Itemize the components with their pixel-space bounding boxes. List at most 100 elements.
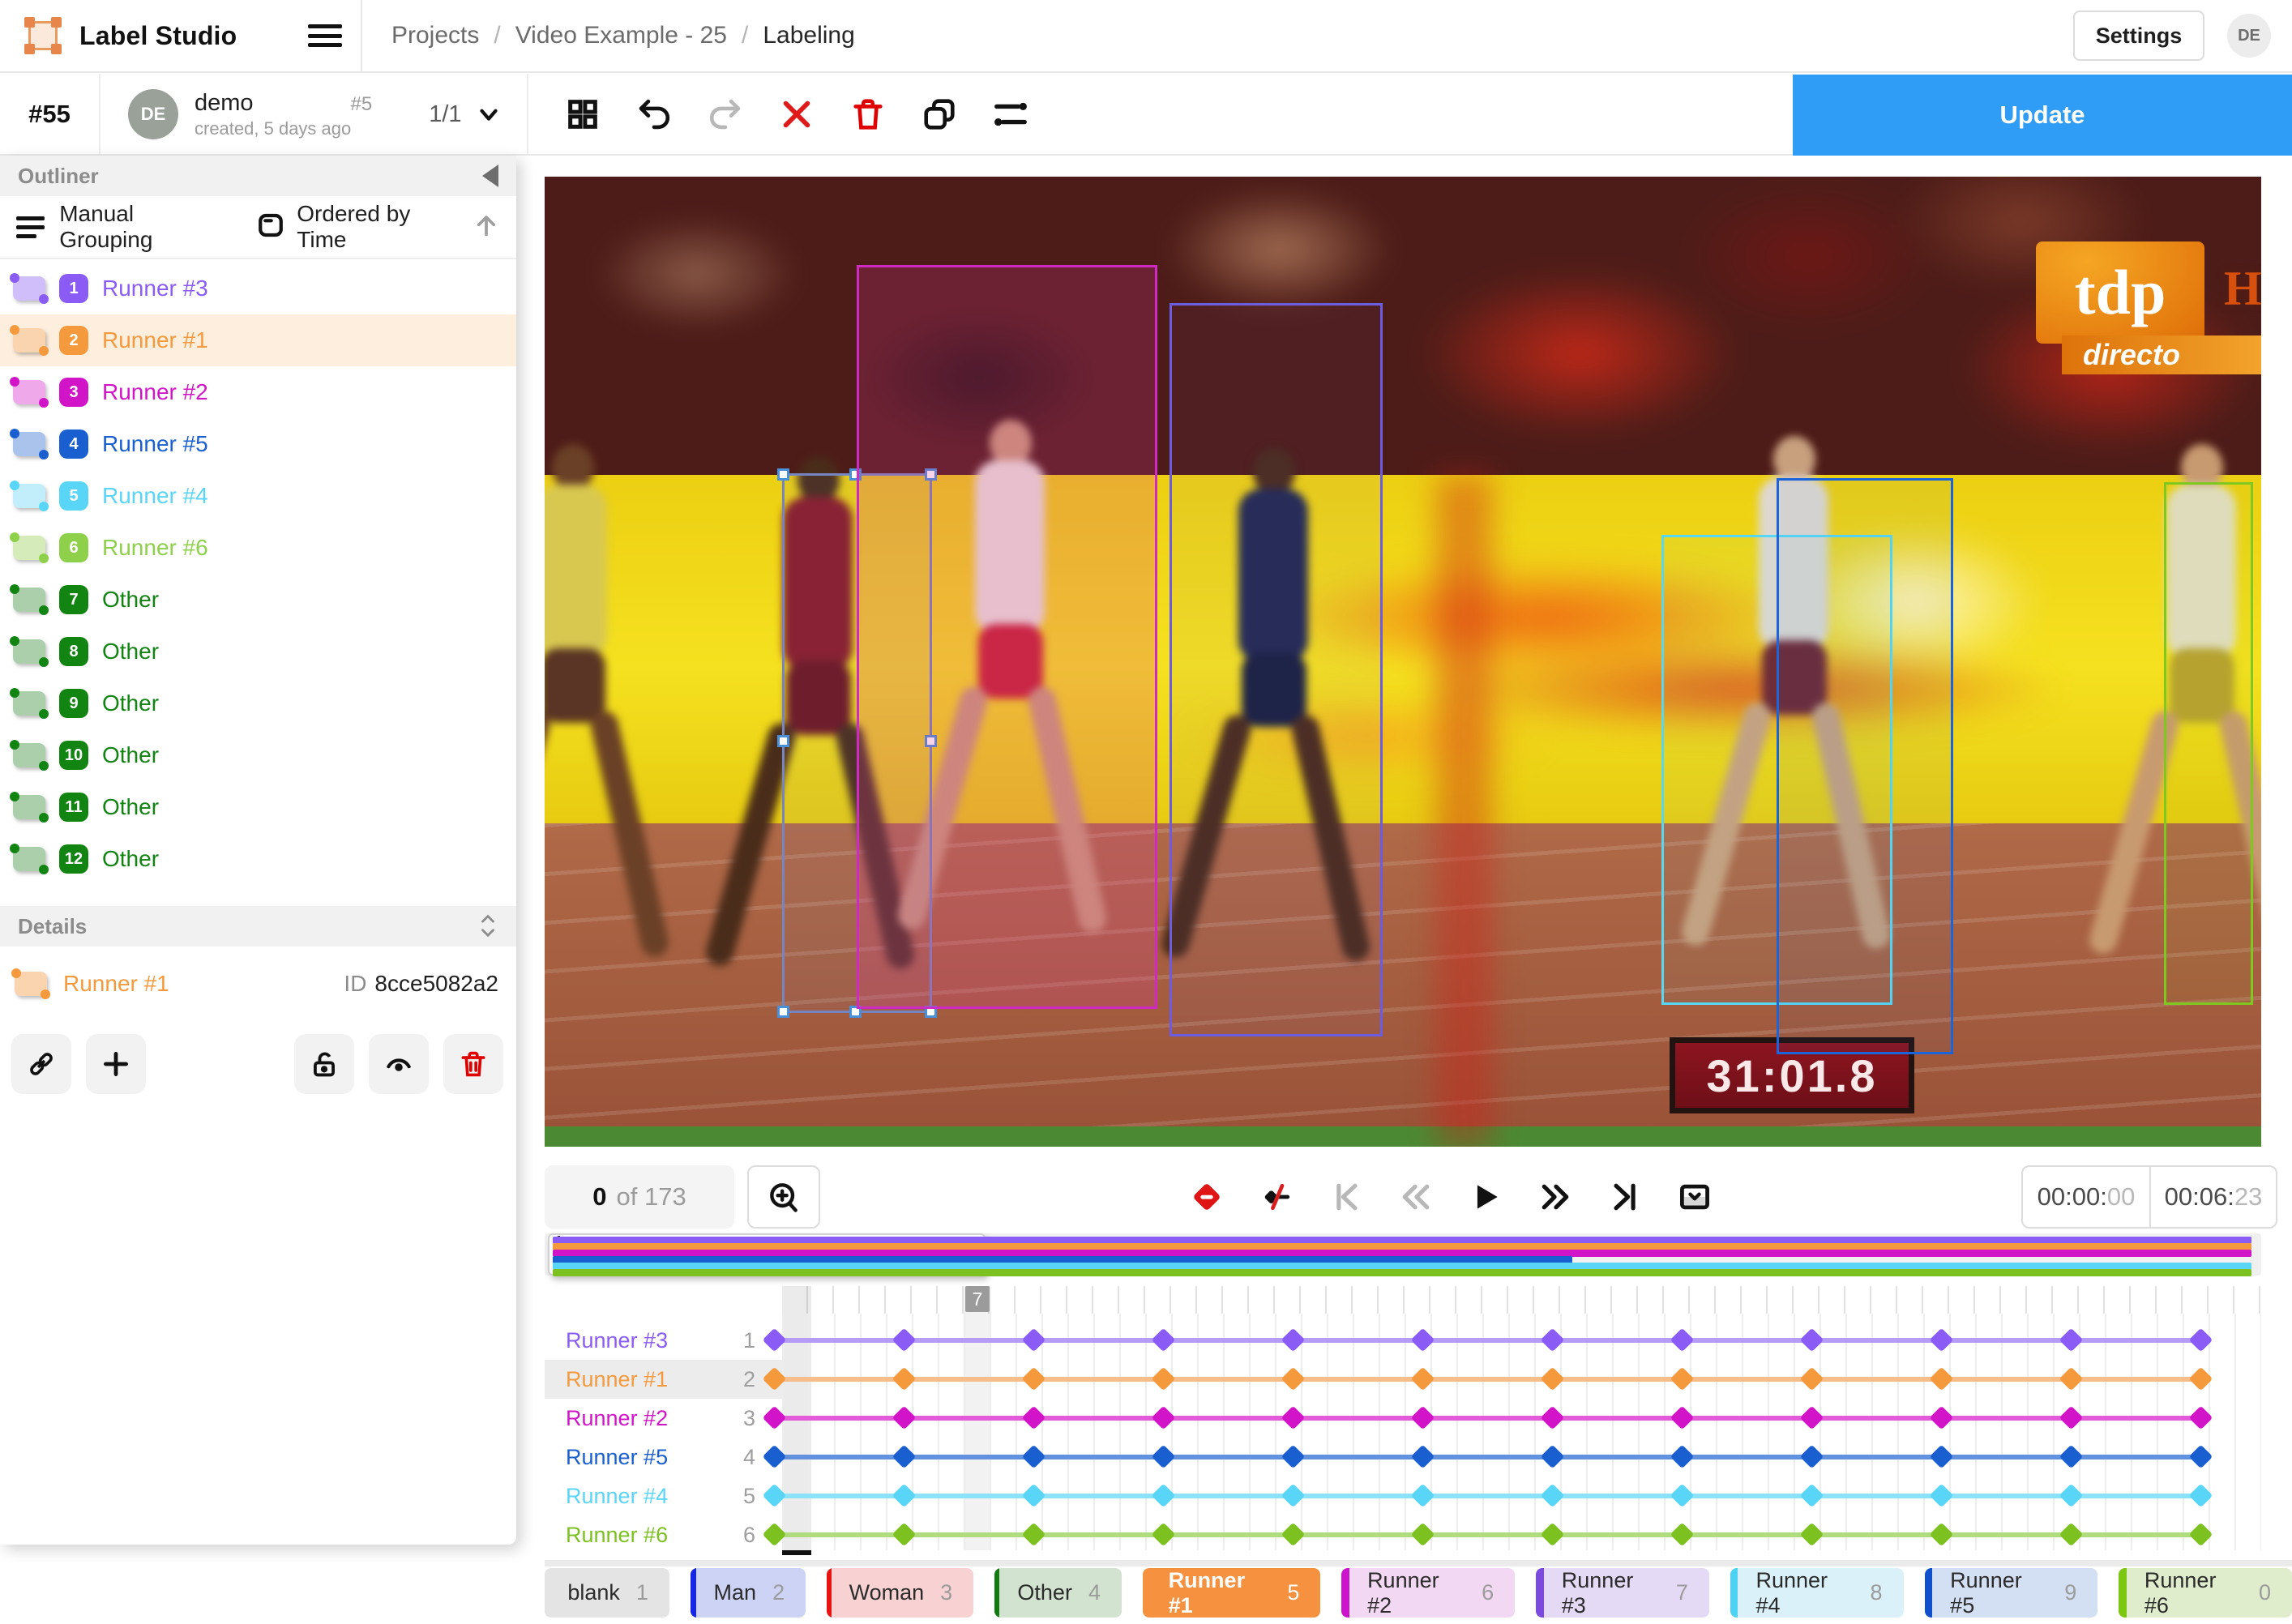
track-keyframes[interactable] <box>761 1321 2261 1360</box>
keyframe-diamond[interactable] <box>1021 1327 1046 1353</box>
keyframe-diamond[interactable] <box>1540 1366 1565 1391</box>
breadcrumb-project-name[interactable]: Video Example - 25 <box>515 22 727 49</box>
keyframe-diamond[interactable] <box>1929 1405 1954 1430</box>
chevron-down-icon[interactable] <box>475 100 502 128</box>
keyframe-diamond[interactable] <box>1021 1405 1046 1430</box>
keyframe-diamond[interactable] <box>1929 1366 1954 1391</box>
keyframe-diamond[interactable] <box>1021 1483 1046 1508</box>
keyframe-diamond[interactable] <box>1151 1327 1176 1353</box>
details-collapse-icon[interactable] <box>477 913 498 939</box>
frame-playhead-badge[interactable]: 7 <box>965 1286 990 1312</box>
keyframe-diamond[interactable] <box>762 1444 787 1469</box>
track-name[interactable]: Runner #3 <box>566 1327 669 1353</box>
settings-flow-icon[interactable] <box>987 91 1034 138</box>
bounding-box[interactable] <box>857 265 1157 1009</box>
update-button[interactable]: Update <box>1793 75 2292 156</box>
keyframe-diamond[interactable] <box>1670 1366 1695 1391</box>
label-chip[interactable]: Runner #6 0 <box>2119 1568 2292 1618</box>
keyframe-diamond[interactable] <box>1540 1444 1565 1469</box>
keyframe-diamond[interactable] <box>1151 1444 1176 1469</box>
skip-start-icon[interactable] <box>1324 1175 1368 1219</box>
label-chip[interactable]: Runner #1 5 <box>1142 1568 1321 1618</box>
keyframe-diamond[interactable] <box>762 1327 787 1353</box>
link-region-button[interactable] <box>11 1034 71 1094</box>
region-item[interactable]: 10 Other <box>0 729 516 781</box>
region-item[interactable]: 9 Other <box>0 677 516 729</box>
timeline-track-row[interactable]: Runner #2 3 <box>545 1399 2261 1438</box>
resize-handle[interactable] <box>925 735 937 747</box>
keyframe-diamond[interactable] <box>1410 1483 1435 1508</box>
keyframe-diamond[interactable] <box>1410 1366 1435 1391</box>
keyframe-diamond[interactable] <box>1540 1522 1565 1547</box>
keyframe-diamond[interactable] <box>2059 1444 2084 1469</box>
region-item[interactable]: 1 Runner #3 <box>0 263 516 314</box>
delete-region-icon[interactable] <box>773 91 820 138</box>
timeline-track-row[interactable]: Runner #6 6 <box>545 1515 2261 1554</box>
region-item[interactable]: 2 Runner #1 <box>0 314 516 366</box>
add-relation-button[interactable] <box>86 1034 146 1094</box>
user-avatar[interactable]: DE <box>2227 14 2271 58</box>
play-icon[interactable] <box>1464 1175 1507 1219</box>
timeline-track-row[interactable]: Runner #5 4 <box>545 1438 2261 1477</box>
keyframe-diamond[interactable] <box>2059 1366 2084 1391</box>
label-chip[interactable]: blank 1 <box>545 1568 669 1618</box>
keyframe-diamond[interactable] <box>1799 1327 1824 1353</box>
frame-ruler[interactable] <box>782 1286 2261 1314</box>
region-item[interactable]: 8 Other <box>0 626 516 677</box>
keyframe-diamond[interactable] <box>1021 1522 1046 1547</box>
video-canvas[interactable]: tdp HD directo 31:01.8 <box>545 177 2261 1147</box>
interpolation-delete-icon[interactable] <box>1185 1175 1229 1219</box>
track-name[interactable]: Runner #2 <box>566 1405 669 1430</box>
lock-region-button[interactable] <box>294 1034 354 1094</box>
breadcrumb-projects[interactable]: Projects <box>391 22 480 49</box>
grouping-icon[interactable] <box>16 216 45 238</box>
ordering-selector[interactable]: Ordered by Time <box>256 201 500 253</box>
keyframe-diamond[interactable] <box>1670 1444 1695 1469</box>
keyframe-diamond[interactable] <box>1281 1522 1306 1547</box>
undo-icon[interactable] <box>631 91 678 138</box>
region-item[interactable]: 7 Other <box>0 574 516 626</box>
keyframe-diamond[interactable] <box>1540 1327 1565 1353</box>
resize-handle[interactable] <box>777 735 789 747</box>
keyframe-diamond[interactable] <box>1151 1405 1176 1430</box>
delete-all-regions-icon[interactable] <box>845 91 892 138</box>
keyframe-diamond[interactable] <box>2188 1405 2213 1430</box>
resize-handle[interactable] <box>777 468 789 481</box>
track-name[interactable]: Runner #6 <box>566 1522 669 1547</box>
keyframe-diamond[interactable] <box>1929 1327 1954 1353</box>
hide-region-button[interactable] <box>369 1034 429 1094</box>
label-chip[interactable]: Runner #5 9 <box>1924 1568 2098 1618</box>
skip-end-icon[interactable] <box>1603 1175 1647 1219</box>
keyframe-diamond[interactable] <box>1540 1405 1565 1430</box>
frame-options-icon[interactable] <box>1673 1175 1717 1219</box>
keyframe-diamond[interactable] <box>1151 1366 1176 1391</box>
timeline-track-row[interactable]: Runner #4 5 <box>545 1477 2261 1515</box>
keyframe-diamond[interactable] <box>1799 1366 1824 1391</box>
keyframe-diamond[interactable] <box>892 1405 917 1430</box>
region-item[interactable]: 3 Runner #2 <box>0 366 516 418</box>
keyframe-diamond[interactable] <box>2188 1483 2213 1508</box>
keyframe-diamond[interactable] <box>1281 1405 1306 1430</box>
keyframe-diamond[interactable] <box>1410 1327 1435 1353</box>
keyframe-diamond[interactable] <box>2059 1405 2084 1430</box>
duplicate-icon[interactable] <box>916 91 963 138</box>
settings-button[interactable]: Settings <box>2073 11 2204 61</box>
keyframe-diamond[interactable] <box>1670 1327 1695 1353</box>
keyframe-diamond[interactable] <box>1410 1444 1435 1469</box>
keyframe-diamond[interactable] <box>2059 1327 2084 1353</box>
keyframe-diamond[interactable] <box>892 1522 917 1547</box>
resize-handle[interactable] <box>777 1006 789 1018</box>
keyframe-diamond[interactable] <box>1670 1405 1695 1430</box>
menu-icon[interactable] <box>303 19 347 52</box>
delete-region-button[interactable] <box>443 1034 503 1094</box>
keyframe-diamond[interactable] <box>1670 1483 1695 1508</box>
timeline-track-row[interactable]: Runner #1 2 <box>545 1360 2261 1399</box>
keyframe-diamond[interactable] <box>1929 1483 1954 1508</box>
bounding-box[interactable] <box>2164 482 2253 1005</box>
collapse-sidebar-icon[interactable] <box>482 165 498 187</box>
keyframe-diamond[interactable] <box>1929 1444 1954 1469</box>
keyframe-diamond[interactable] <box>2188 1366 2213 1391</box>
bounding-box[interactable] <box>1777 478 1953 1054</box>
resize-handle[interactable] <box>925 468 937 481</box>
region-item[interactable]: 5 Runner #4 <box>0 470 516 522</box>
